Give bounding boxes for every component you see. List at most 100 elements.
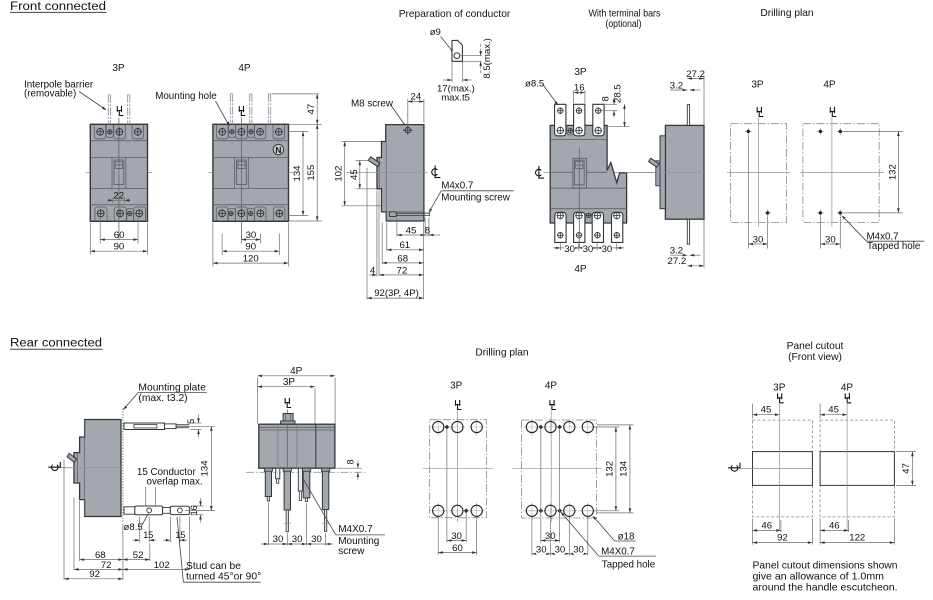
svg-text:30: 30 [753, 234, 764, 245]
svg-text:15: 15 [143, 530, 153, 540]
svg-text:(Front view): (Front view) [788, 352, 842, 363]
svg-text:46: 46 [829, 521, 840, 532]
svg-text:47: 47 [901, 463, 912, 474]
svg-text:30: 30 [311, 534, 322, 545]
svg-text:122: 122 [849, 533, 865, 544]
svg-text:(max. t3.2): (max. t3.2) [138, 393, 187, 404]
svg-text:45: 45 [828, 405, 839, 416]
svg-text:Interpole barrier: Interpole barrier [24, 79, 94, 90]
svg-text:134: 134 [618, 460, 629, 477]
svg-text:Mounting plate: Mounting plate [138, 382, 206, 393]
svg-text:68: 68 [95, 550, 106, 561]
svg-text:5: 5 [186, 419, 197, 424]
svg-text:30: 30 [555, 545, 566, 556]
svg-text:16: 16 [189, 505, 199, 515]
svg-text:8: 8 [600, 96, 611, 101]
svg-text:92: 92 [89, 569, 100, 580]
svg-text:ø9: ø9 [430, 27, 441, 38]
svg-text:4P: 4P [841, 382, 854, 393]
svg-text:Mounting hole: Mounting hole [155, 91, 217, 102]
svg-text:3P: 3P [450, 381, 463, 392]
svg-text:45: 45 [349, 169, 360, 180]
svg-text:68: 68 [397, 253, 408, 264]
svg-text:27.2: 27.2 [668, 256, 687, 267]
svg-text:30: 30 [273, 534, 284, 545]
svg-text:30: 30 [536, 545, 547, 556]
svg-text:overlap max.: overlap max. [147, 477, 203, 488]
svg-text:30: 30 [564, 244, 575, 255]
svg-text:8.5(max.): 8.5(max.) [482, 38, 493, 79]
svg-text:(optional): (optional) [606, 19, 642, 30]
svg-text:102: 102 [154, 560, 170, 571]
svg-text:47: 47 [306, 104, 317, 115]
svg-text:15: 15 [175, 530, 185, 540]
svg-text:give an allowance of 1.0mm: give an allowance of 1.0mm [753, 571, 885, 582]
svg-text:M4X0.7: M4X0.7 [338, 524, 373, 535]
svg-text:30: 30 [545, 531, 556, 542]
svg-text:max.t5: max.t5 [441, 93, 470, 104]
svg-text:30: 30 [825, 234, 836, 245]
svg-text:102: 102 [334, 166, 345, 182]
svg-text:Drilling plan: Drilling plan [760, 8, 813, 19]
svg-text:screw: screw [338, 546, 365, 557]
svg-text:turned 45°or 90°: turned 45°or 90° [186, 572, 261, 583]
svg-text:3P: 3P [773, 382, 786, 393]
svg-text:ø18: ø18 [618, 531, 635, 542]
svg-text:8: 8 [345, 459, 355, 464]
svg-text:132: 132 [604, 461, 615, 477]
svg-text:60: 60 [452, 543, 463, 554]
svg-text:ø8.5: ø8.5 [525, 79, 544, 90]
svg-text:4P: 4P [574, 264, 587, 275]
svg-text:90: 90 [114, 242, 125, 253]
svg-text:27.2: 27.2 [686, 69, 705, 80]
svg-text:30: 30 [292, 534, 303, 545]
svg-text:155: 155 [306, 165, 317, 181]
svg-text:With terminal bars: With terminal bars [589, 9, 661, 20]
svg-text:22: 22 [113, 191, 124, 202]
svg-text:90: 90 [245, 242, 256, 253]
svg-text:Mounting: Mounting [338, 536, 379, 547]
svg-text:17(max.): 17(max.) [437, 83, 475, 94]
svg-text:M4x0.7: M4x0.7 [867, 232, 899, 243]
svg-text:3.2: 3.2 [670, 80, 683, 91]
svg-text:92: 92 [777, 533, 788, 544]
svg-text:Rear connected: Rear connected [10, 337, 102, 349]
svg-text:30: 30 [246, 230, 257, 241]
svg-text:Mounting screw: Mounting screw [441, 192, 511, 203]
svg-text:61: 61 [399, 240, 410, 251]
svg-text:3P: 3P [112, 63, 125, 74]
svg-text:M4X0.7: M4X0.7 [601, 546, 635, 557]
svg-text:60: 60 [114, 230, 125, 241]
svg-text:72: 72 [101, 560, 112, 571]
svg-text:4P: 4P [545, 381, 558, 392]
svg-text:46: 46 [761, 521, 772, 532]
svg-text:Panel cutout dimensions shown: Panel cutout dimensions shown [753, 560, 898, 571]
svg-text:M8 screw: M8 screw [351, 99, 394, 110]
svg-text:4P: 4P [238, 63, 251, 74]
svg-text:4: 4 [370, 265, 376, 276]
svg-text:8: 8 [425, 225, 430, 236]
svg-text:3.2: 3.2 [670, 246, 683, 257]
svg-text:Drilling plan: Drilling plan [475, 348, 528, 359]
svg-text:around the handle escutcheon.: around the handle escutcheon. [753, 582, 898, 593]
svg-text:15 Conductor: 15 Conductor [137, 467, 197, 478]
svg-text:3P: 3P [751, 80, 764, 91]
svg-text:Front connected: Front connected [10, 1, 106, 13]
svg-text:N: N [275, 145, 281, 155]
svg-text:4P: 4P [290, 366, 303, 377]
svg-text:45: 45 [406, 225, 417, 236]
svg-text:30: 30 [451, 531, 462, 542]
svg-text:45: 45 [761, 405, 772, 416]
svg-text:16: 16 [574, 82, 585, 93]
svg-text:92(3P, 4P): 92(3P, 4P) [374, 288, 419, 299]
svg-text:4P: 4P [823, 80, 836, 91]
svg-text:(removable): (removable) [24, 89, 76, 100]
svg-text:ø8.5: ø8.5 [124, 522, 143, 533]
svg-text:Tapped hole: Tapped hole [867, 241, 921, 252]
svg-text:132: 132 [887, 164, 898, 180]
svg-text:Preparation of conductor: Preparation of conductor [399, 9, 511, 20]
svg-text:3P: 3P [574, 67, 587, 78]
svg-text:120: 120 [243, 254, 259, 265]
svg-text:24: 24 [411, 91, 422, 102]
svg-text:Tapped hole: Tapped hole [602, 560, 656, 571]
